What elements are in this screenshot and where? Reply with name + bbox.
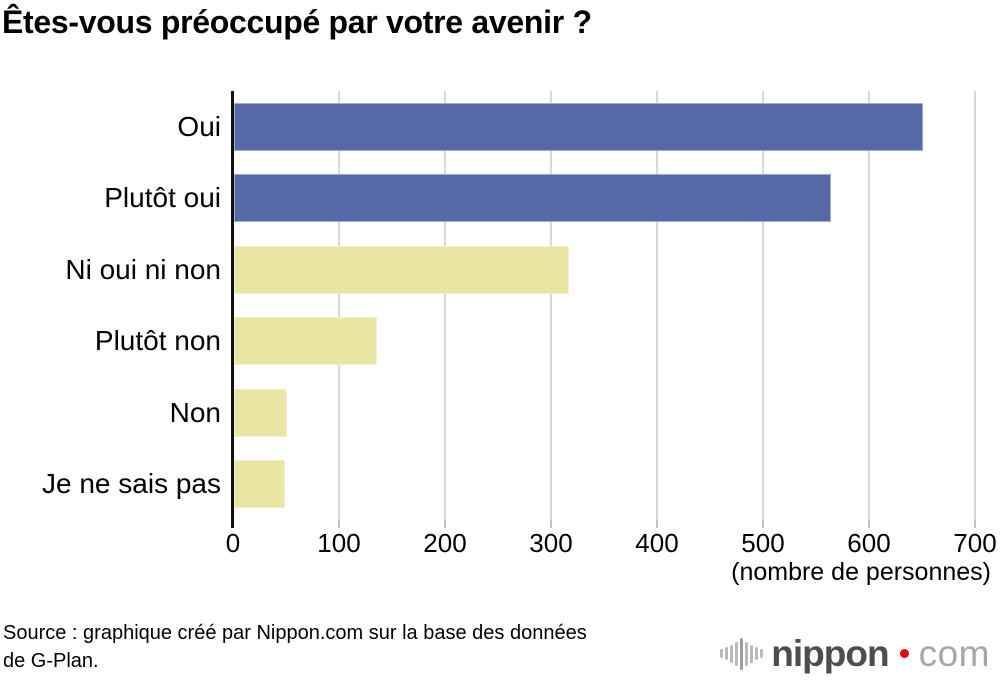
soundwave-bar xyxy=(720,649,724,658)
y-axis-line xyxy=(231,91,234,528)
soundwave-bar xyxy=(760,649,764,658)
gridline-x-600 xyxy=(868,91,870,520)
tick-x-500 xyxy=(762,520,764,528)
gridline-x-200 xyxy=(444,91,446,520)
x-tick-label-100: 100 xyxy=(317,528,361,558)
logo-red-dot-icon xyxy=(899,649,909,658)
soundwave-bar xyxy=(740,637,744,670)
tick-x-200 xyxy=(444,520,446,528)
category-label-ni-oui-ni-non: Ni oui ni non xyxy=(65,253,221,285)
category-label-je-ne-sais-pas: Je ne sais pas xyxy=(42,468,221,500)
x-tick-label-700: 700 xyxy=(953,528,997,558)
source-note: Source : graphique créé par Nippon.com s… xyxy=(3,619,587,675)
x-tick-label-600: 600 xyxy=(847,528,891,558)
category-label-non: Non xyxy=(169,396,221,428)
x-tick-label-0: 0 xyxy=(225,528,241,558)
gridline-x-100 xyxy=(338,91,340,520)
logo-text-nippon: nippon xyxy=(771,633,889,674)
tick-x-300 xyxy=(550,520,552,528)
tick-x-600 xyxy=(868,520,870,528)
bar-non xyxy=(234,388,287,437)
x-tick-label-500: 500 xyxy=(741,528,785,558)
bar-je-ne-sais-pas xyxy=(234,460,285,509)
nippon-logo: nippon com xyxy=(720,635,990,672)
soundwave-bar xyxy=(735,641,739,666)
bar-oui xyxy=(234,102,923,151)
logo-text-com: com xyxy=(918,633,990,674)
gridline-x-400 xyxy=(656,91,658,520)
tick-x-700 xyxy=(974,520,976,528)
tick-x-400 xyxy=(656,520,658,528)
soundwave-bar xyxy=(745,641,749,666)
category-label-plut-t-non: Plutôt non xyxy=(94,325,221,357)
soundwave-bar xyxy=(755,647,759,660)
tick-x-100 xyxy=(338,520,340,528)
plot-area xyxy=(231,91,976,528)
x-axis-unit-label: (nombre de personnes) xyxy=(731,558,991,586)
soundwave-icon xyxy=(720,636,764,672)
soundwave-bar xyxy=(730,644,734,663)
category-label-plut-t-oui: Plutôt oui xyxy=(104,182,221,214)
bar-plut-t-oui xyxy=(234,174,831,223)
gridline-x-500 xyxy=(762,91,764,520)
x-tick-label-300: 300 xyxy=(529,528,573,558)
category-label-oui: Oui xyxy=(177,110,221,142)
page-title: Êtes-vous préoccupé par votre avenir ? xyxy=(2,4,592,40)
bar-plut-t-non xyxy=(234,317,378,366)
bar-ni-oui-ni-non xyxy=(234,245,569,294)
source-line-2: de G-Plan. xyxy=(3,650,99,672)
x-tick-label-200: 200 xyxy=(423,528,467,558)
x-tick-label-400: 400 xyxy=(635,528,679,558)
soundwave-bar xyxy=(750,644,754,663)
soundwave-bar xyxy=(725,647,729,660)
gridline-x-700 xyxy=(974,91,976,520)
gridline-x-300 xyxy=(550,91,552,520)
source-line-1: Source : graphique créé par Nippon.com s… xyxy=(3,622,587,644)
